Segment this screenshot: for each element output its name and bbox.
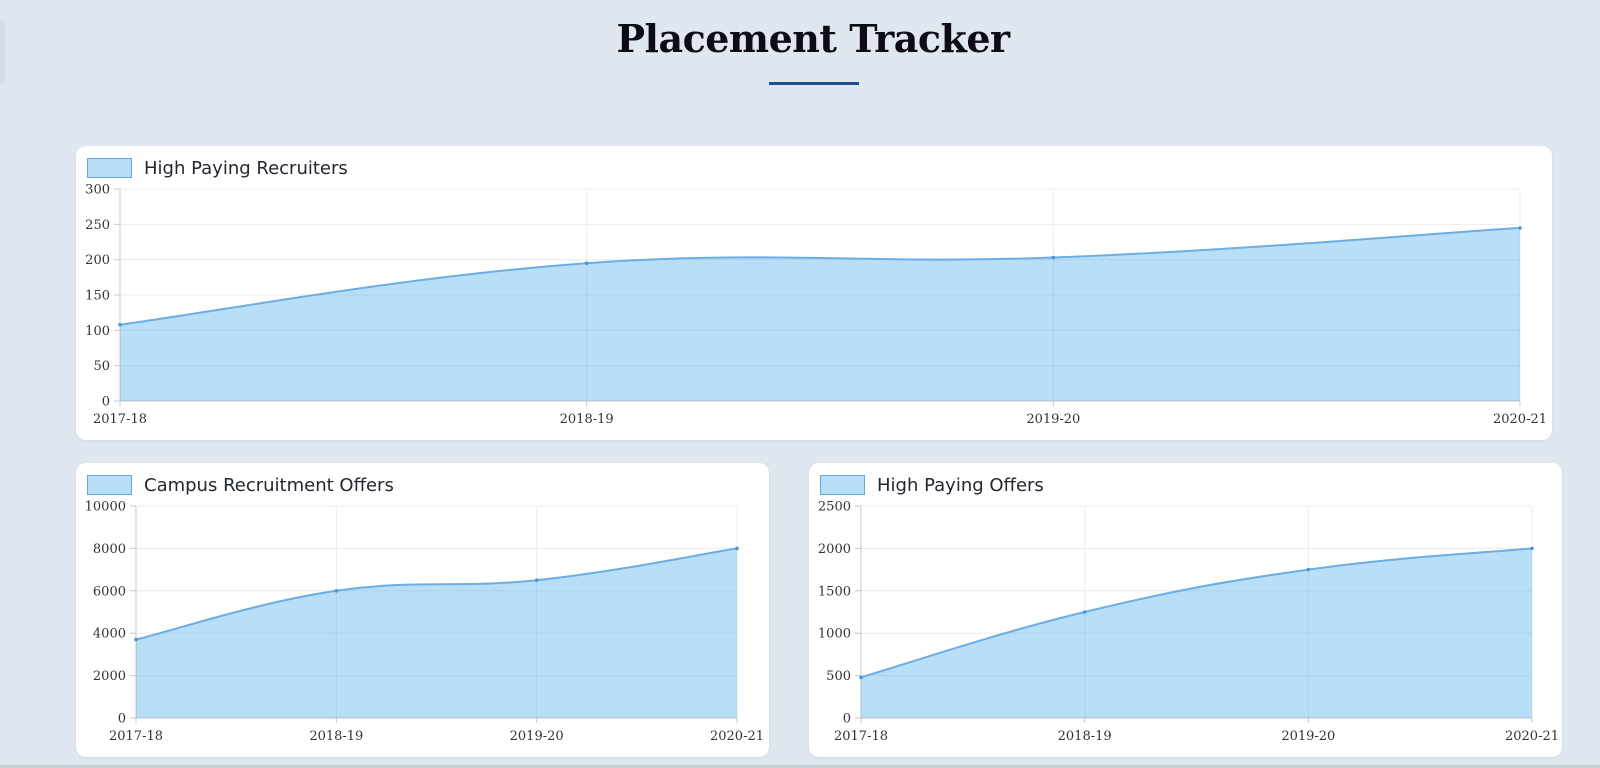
x-tick-label: 2018-19 xyxy=(560,412,614,427)
data-point xyxy=(1518,226,1522,230)
chart-legend[interactable]: High Paying Offers xyxy=(820,473,1044,497)
title-underline xyxy=(769,82,859,85)
x-tick-label: 2017-18 xyxy=(109,729,163,744)
series-line xyxy=(860,547,1533,679)
series-area xyxy=(136,548,737,718)
chart-legend[interactable]: High Paying Recruiters xyxy=(87,156,348,180)
bottom-edge xyxy=(0,765,1600,768)
y-tick-label: 500 xyxy=(826,669,851,684)
x-tick-label: 2020-21 xyxy=(1505,729,1559,744)
y-tick-label: 6000 xyxy=(93,584,126,599)
data-point xyxy=(1082,610,1087,614)
y-tick-label: 200 xyxy=(85,253,110,268)
y-tick-label: 0 xyxy=(102,395,110,410)
chart-card-high-paying-offers: High Paying Offers 0 500 1000 1500 2000 2500 2… xyxy=(809,463,1562,757)
y-tick-label: 250 xyxy=(85,218,110,233)
y-tick-label: 2500 xyxy=(818,500,851,515)
data-point xyxy=(534,578,539,582)
area-chart-campus-recruitment-offers: 0 2000 4000 6000 8000 10000 2017-18 2018-19 2019… xyxy=(85,500,764,745)
y-tick-label: 1500 xyxy=(818,584,851,599)
y-tick-label: 0 xyxy=(843,712,851,727)
series-line xyxy=(119,226,1521,326)
y-tick-label: 0 xyxy=(118,712,126,727)
data-point xyxy=(1051,255,1056,260)
y-tick-label: 50 xyxy=(93,359,110,374)
chart-legend[interactable]: Campus Recruitment Offers xyxy=(87,473,394,497)
legend-label: Campus Recruitment Offers xyxy=(144,474,394,496)
chart-card-high-paying-recruiters: High Paying Recruiters 0 50 100 150 200 250 30… xyxy=(76,146,1552,440)
data-point xyxy=(118,322,122,327)
legend-swatch xyxy=(87,158,132,178)
legend-swatch xyxy=(820,475,865,495)
y-tick-label: 2000 xyxy=(93,669,126,684)
x-tick-label: 2020-21 xyxy=(1493,412,1547,427)
x-tick-label: 2019-20 xyxy=(1281,729,1335,744)
x-tick-label: 2018-19 xyxy=(309,729,363,744)
data-point xyxy=(1530,546,1534,551)
data-point xyxy=(859,675,863,680)
legend-label: High Paying Offers xyxy=(877,474,1044,496)
x-tick-label: 2017-18 xyxy=(834,729,888,744)
y-tick-label: 8000 xyxy=(93,542,126,557)
sidebar-edge xyxy=(0,20,5,84)
legend-swatch xyxy=(87,475,132,495)
data-point xyxy=(134,637,138,642)
y-tick-label: 4000 xyxy=(93,627,126,642)
x-tick-label: 2019-20 xyxy=(510,729,564,744)
data-point xyxy=(584,261,589,265)
legend-label: High Paying Recruiters xyxy=(144,157,348,179)
x-tick-label: 2017-18 xyxy=(93,412,147,427)
y-tick-label: 1000 xyxy=(818,627,851,642)
page-title: Placement Tracker xyxy=(616,16,1010,61)
data-point xyxy=(334,589,339,593)
x-tick-label: 2019-20 xyxy=(1026,412,1080,427)
series-area xyxy=(120,227,1520,401)
area-chart-high-paying-offers: 0 500 1000 1500 2000 2500 2017-18 2018-19 2019-2… xyxy=(818,500,1559,745)
y-tick-label: 150 xyxy=(85,289,110,304)
series-area xyxy=(861,548,1532,718)
x-tick-label: 2020-21 xyxy=(710,729,764,744)
data-point xyxy=(735,546,739,551)
chart-card-campus-recruitment-offers: Campus Recruitment Offers 0 2000 4000 6000 8… xyxy=(76,463,769,757)
x-tick-label: 2018-19 xyxy=(1058,729,1112,744)
y-tick-label: 300 xyxy=(85,183,110,198)
area-chart-high-paying-recruiters: 0 50 100 150 200 250 300 2017-18 2018-19 2019-20 2… xyxy=(85,183,1547,428)
data-point xyxy=(1306,567,1311,572)
y-tick-label: 100 xyxy=(85,324,110,339)
y-tick-label: 10000 xyxy=(85,500,126,515)
y-tick-label: 2000 xyxy=(818,542,851,557)
series-line xyxy=(135,547,738,641)
